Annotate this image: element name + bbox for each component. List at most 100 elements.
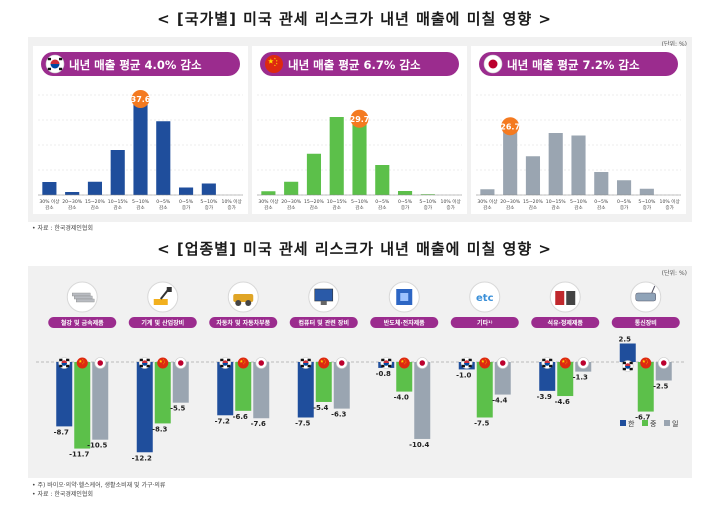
industry-label: 통신장비 — [635, 319, 657, 327]
data-label: -7.2 — [215, 417, 230, 425]
legend-label: 한 — [628, 420, 635, 428]
country-chart-title: < [국가별] 미국 관세 리스크가 내년 매출에 미칠 영향 > — [157, 10, 552, 28]
data-label: -6.7 — [635, 414, 650, 422]
tick-label: 증가 — [446, 204, 455, 211]
bar — [178, 187, 194, 195]
data-label: -4.6 — [555, 398, 570, 406]
bar — [548, 133, 563, 195]
tick-label: 감소 — [529, 204, 537, 211]
tick-label: 감소 — [159, 204, 167, 211]
bar — [503, 128, 518, 195]
bar — [110, 150, 125, 195]
tick-label: 감소 — [597, 204, 605, 211]
bar — [525, 156, 541, 195]
china-flag-icon — [265, 55, 283, 73]
china-flag-icon — [237, 357, 249, 369]
korea-flag-icon — [460, 357, 473, 369]
bar — [571, 135, 586, 195]
title-pill — [479, 52, 678, 76]
data-label: -6.3 — [331, 411, 346, 419]
data-label: -8.3 — [152, 425, 167, 433]
tick-label: 10~15% — [108, 199, 129, 205]
tick-label: 감소 — [264, 204, 272, 211]
tick-label: 감소 — [68, 204, 76, 211]
tick-label: 5~10% — [419, 199, 437, 205]
data-label: -1.3 — [573, 374, 588, 382]
china-flag-icon — [640, 357, 652, 369]
china-flag-icon — [157, 357, 169, 369]
unit-label-country: (단위: %) — [661, 41, 687, 48]
japan-flag-icon — [255, 357, 268, 369]
steel-icon: 철강 및 금속제품 — [48, 281, 117, 328]
korea-flag-icon — [621, 360, 634, 372]
source-note-industry: • 자료 : 한국경제인협회 — [32, 491, 93, 498]
bar — [639, 188, 654, 195]
source-note-country: • 자료 : 한국경제인협회 — [32, 225, 93, 232]
industry-label: 컴퓨터 및 관련 장비 — [299, 319, 349, 327]
china-flag-icon — [76, 357, 88, 369]
industry-label: 기타¹⁾ — [477, 319, 493, 327]
bar-일 — [172, 362, 189, 403]
bar-중 — [476, 362, 493, 418]
car-parts-icon: 자동차 및 자동차부품 — [209, 281, 278, 328]
tick-label: 10% 이상 — [222, 198, 243, 205]
tick-label: 0~5% — [594, 199, 609, 205]
footnote-industry: • 주) 바이오·의약·헬스케어, 생활소비재 및 가구·의류 — [32, 482, 166, 489]
data-label: 2.5 — [619, 336, 632, 344]
bar — [156, 121, 171, 195]
title-pill — [260, 52, 459, 76]
japan-flag-icon — [174, 357, 187, 369]
japan-flag-icon — [657, 357, 670, 369]
tick-label: 0~5% — [375, 199, 390, 205]
industry-label: 석유·정제제품 — [548, 319, 584, 327]
tick-label: 감소 — [310, 204, 318, 211]
highlight-badge — [501, 117, 520, 136]
tick-label: 10% 이상 — [441, 198, 462, 205]
tick-label: 감소 — [355, 204, 363, 211]
bar-일 — [494, 362, 511, 395]
tick-label: 감소 — [483, 204, 491, 211]
bar-한 — [56, 362, 73, 427]
china-flag-icon — [479, 357, 491, 369]
bar — [352, 120, 367, 195]
data-label: -4.4 — [492, 397, 507, 405]
japan-flag-icon — [577, 357, 590, 369]
data-label: -7.6 — [251, 420, 266, 428]
korea-flag-icon — [45, 54, 65, 74]
bar — [284, 181, 299, 195]
tick-label: 감소 — [136, 204, 144, 211]
bar — [87, 181, 103, 195]
japan-flag-icon — [496, 357, 509, 369]
bar-한 — [297, 362, 314, 418]
data-label: -6.6 — [233, 413, 248, 421]
tick-label: 10~15% — [546, 199, 567, 205]
data-label: -10.4 — [409, 441, 429, 449]
bar-한 — [539, 362, 556, 391]
tick-label: 5~10% — [638, 199, 656, 205]
bar-한 — [136, 362, 153, 453]
data-label: 26.7 — [500, 122, 520, 131]
data-label: -10.5 — [87, 442, 107, 450]
data-label: -0.8 — [376, 370, 391, 378]
japan-flag-icon — [335, 357, 348, 369]
tick-label: 감소 — [91, 204, 99, 211]
japan-flag-icon — [483, 54, 503, 74]
tick-label: 20~30% — [62, 199, 83, 205]
korea-flag-icon — [219, 357, 232, 369]
japan-flag-icon — [416, 357, 429, 369]
industry-label: 자동차 및 자동차부품 — [216, 319, 270, 327]
machinery-icon: 기계 및 산업장비 — [128, 281, 197, 328]
bar — [616, 180, 632, 195]
data-label: -1.0 — [456, 371, 471, 379]
tick-label: 15~20% — [523, 199, 544, 205]
data-label: -8.7 — [54, 428, 69, 436]
tick-label: 증가 — [205, 204, 214, 211]
tick-label: 증가 — [401, 204, 410, 211]
unit-label-industry: (단위: %) — [661, 270, 687, 277]
bar — [480, 189, 495, 195]
china-flag-icon — [398, 357, 410, 369]
tick-label: 0~5% — [156, 199, 171, 205]
data-label: -4.0 — [394, 394, 409, 402]
korea-flag-icon — [138, 357, 151, 369]
